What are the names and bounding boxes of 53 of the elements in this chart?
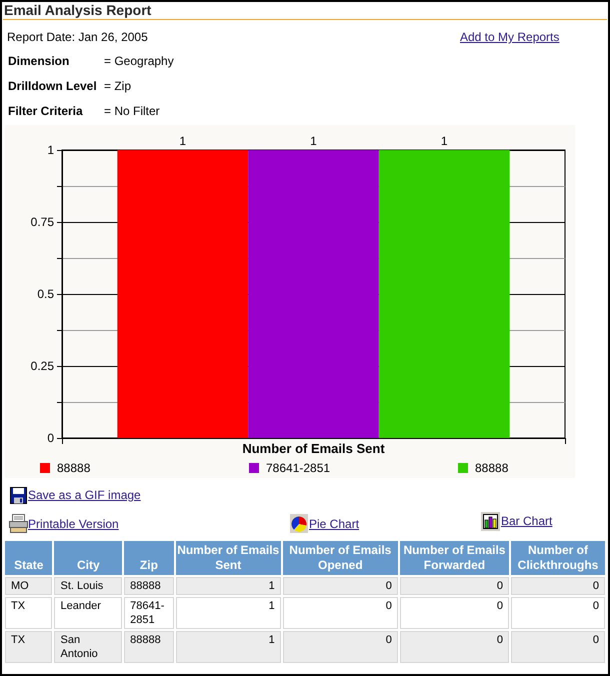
category-label: Number of Emails Forwarded <box>400 541 510 575</box>
text: 0 <box>386 580 392 592</box>
text: Drilldown Level <box>8 79 97 93</box>
text: Filter Criteria <box>8 104 83 118</box>
text: 1 <box>268 600 275 612</box>
text: 1 <box>268 580 275 592</box>
text: = Zip <box>104 79 132 93</box>
text: 0 <box>386 634 392 646</box>
text: Pie Chart <box>309 517 360 531</box>
text: Save as a GIF image <box>28 488 141 502</box>
data-label: 1 <box>179 134 186 148</box>
data-label: 1 <box>310 134 318 148</box>
y-tick-label: 1 <box>47 143 54 157</box>
text: Leander <box>60 600 101 612</box>
category-label: Zip <box>124 541 174 575</box>
text: 88888 <box>130 580 161 592</box>
y-tick-label: 0 <box>47 431 54 445</box>
text: Dimension <box>8 54 70 68</box>
chart-title: Email Analysis Report <box>4 2 152 18</box>
legend-label: 88888 <box>57 461 91 475</box>
x-axis-title: Number of Emails Sent <box>242 441 386 456</box>
text: Add to My Reports <box>460 30 560 44</box>
y-tick-label: 0.75 <box>30 215 54 229</box>
chart-subtitle: Report Date: Jan 26, 2005 <box>7 30 148 44</box>
text: 0 <box>496 600 504 612</box>
text: San Antonio <box>60 634 98 660</box>
text: 0 <box>592 580 599 592</box>
category-label: City <box>54 541 122 575</box>
data-label: 1 <box>440 134 448 148</box>
legend-label: 88888 <box>475 461 509 475</box>
text: 0 <box>592 634 599 646</box>
category-label: Number of Clickthroughs <box>511 541 605 575</box>
text: 0 <box>496 580 504 592</box>
text: 0 <box>592 600 599 612</box>
text: Printable Version <box>28 517 119 531</box>
y-tick-label: 0.5 <box>37 287 54 301</box>
text: 0 <box>496 634 504 646</box>
text: = No Filter <box>104 104 160 118</box>
text: St. Louis <box>60 580 104 592</box>
text: TX <box>11 600 26 612</box>
text: TX <box>11 634 26 646</box>
y-tick-label: 0.25 <box>30 359 54 373</box>
text: 88888 <box>130 634 161 646</box>
category-label: State <box>5 541 52 575</box>
legend-label: 78641-2851 <box>266 461 330 475</box>
text: MO <box>11 580 29 592</box>
text: 1 <box>268 634 275 646</box>
text: Bar Chart <box>501 514 552 528</box>
category-label: Number of Emails Sent <box>176 541 281 575</box>
text: 0 <box>386 600 392 612</box>
category-label: Number of Emails Opened <box>282 541 398 575</box>
text: 78641-2851 <box>130 600 164 626</box>
text: = Geography <box>104 54 174 68</box>
